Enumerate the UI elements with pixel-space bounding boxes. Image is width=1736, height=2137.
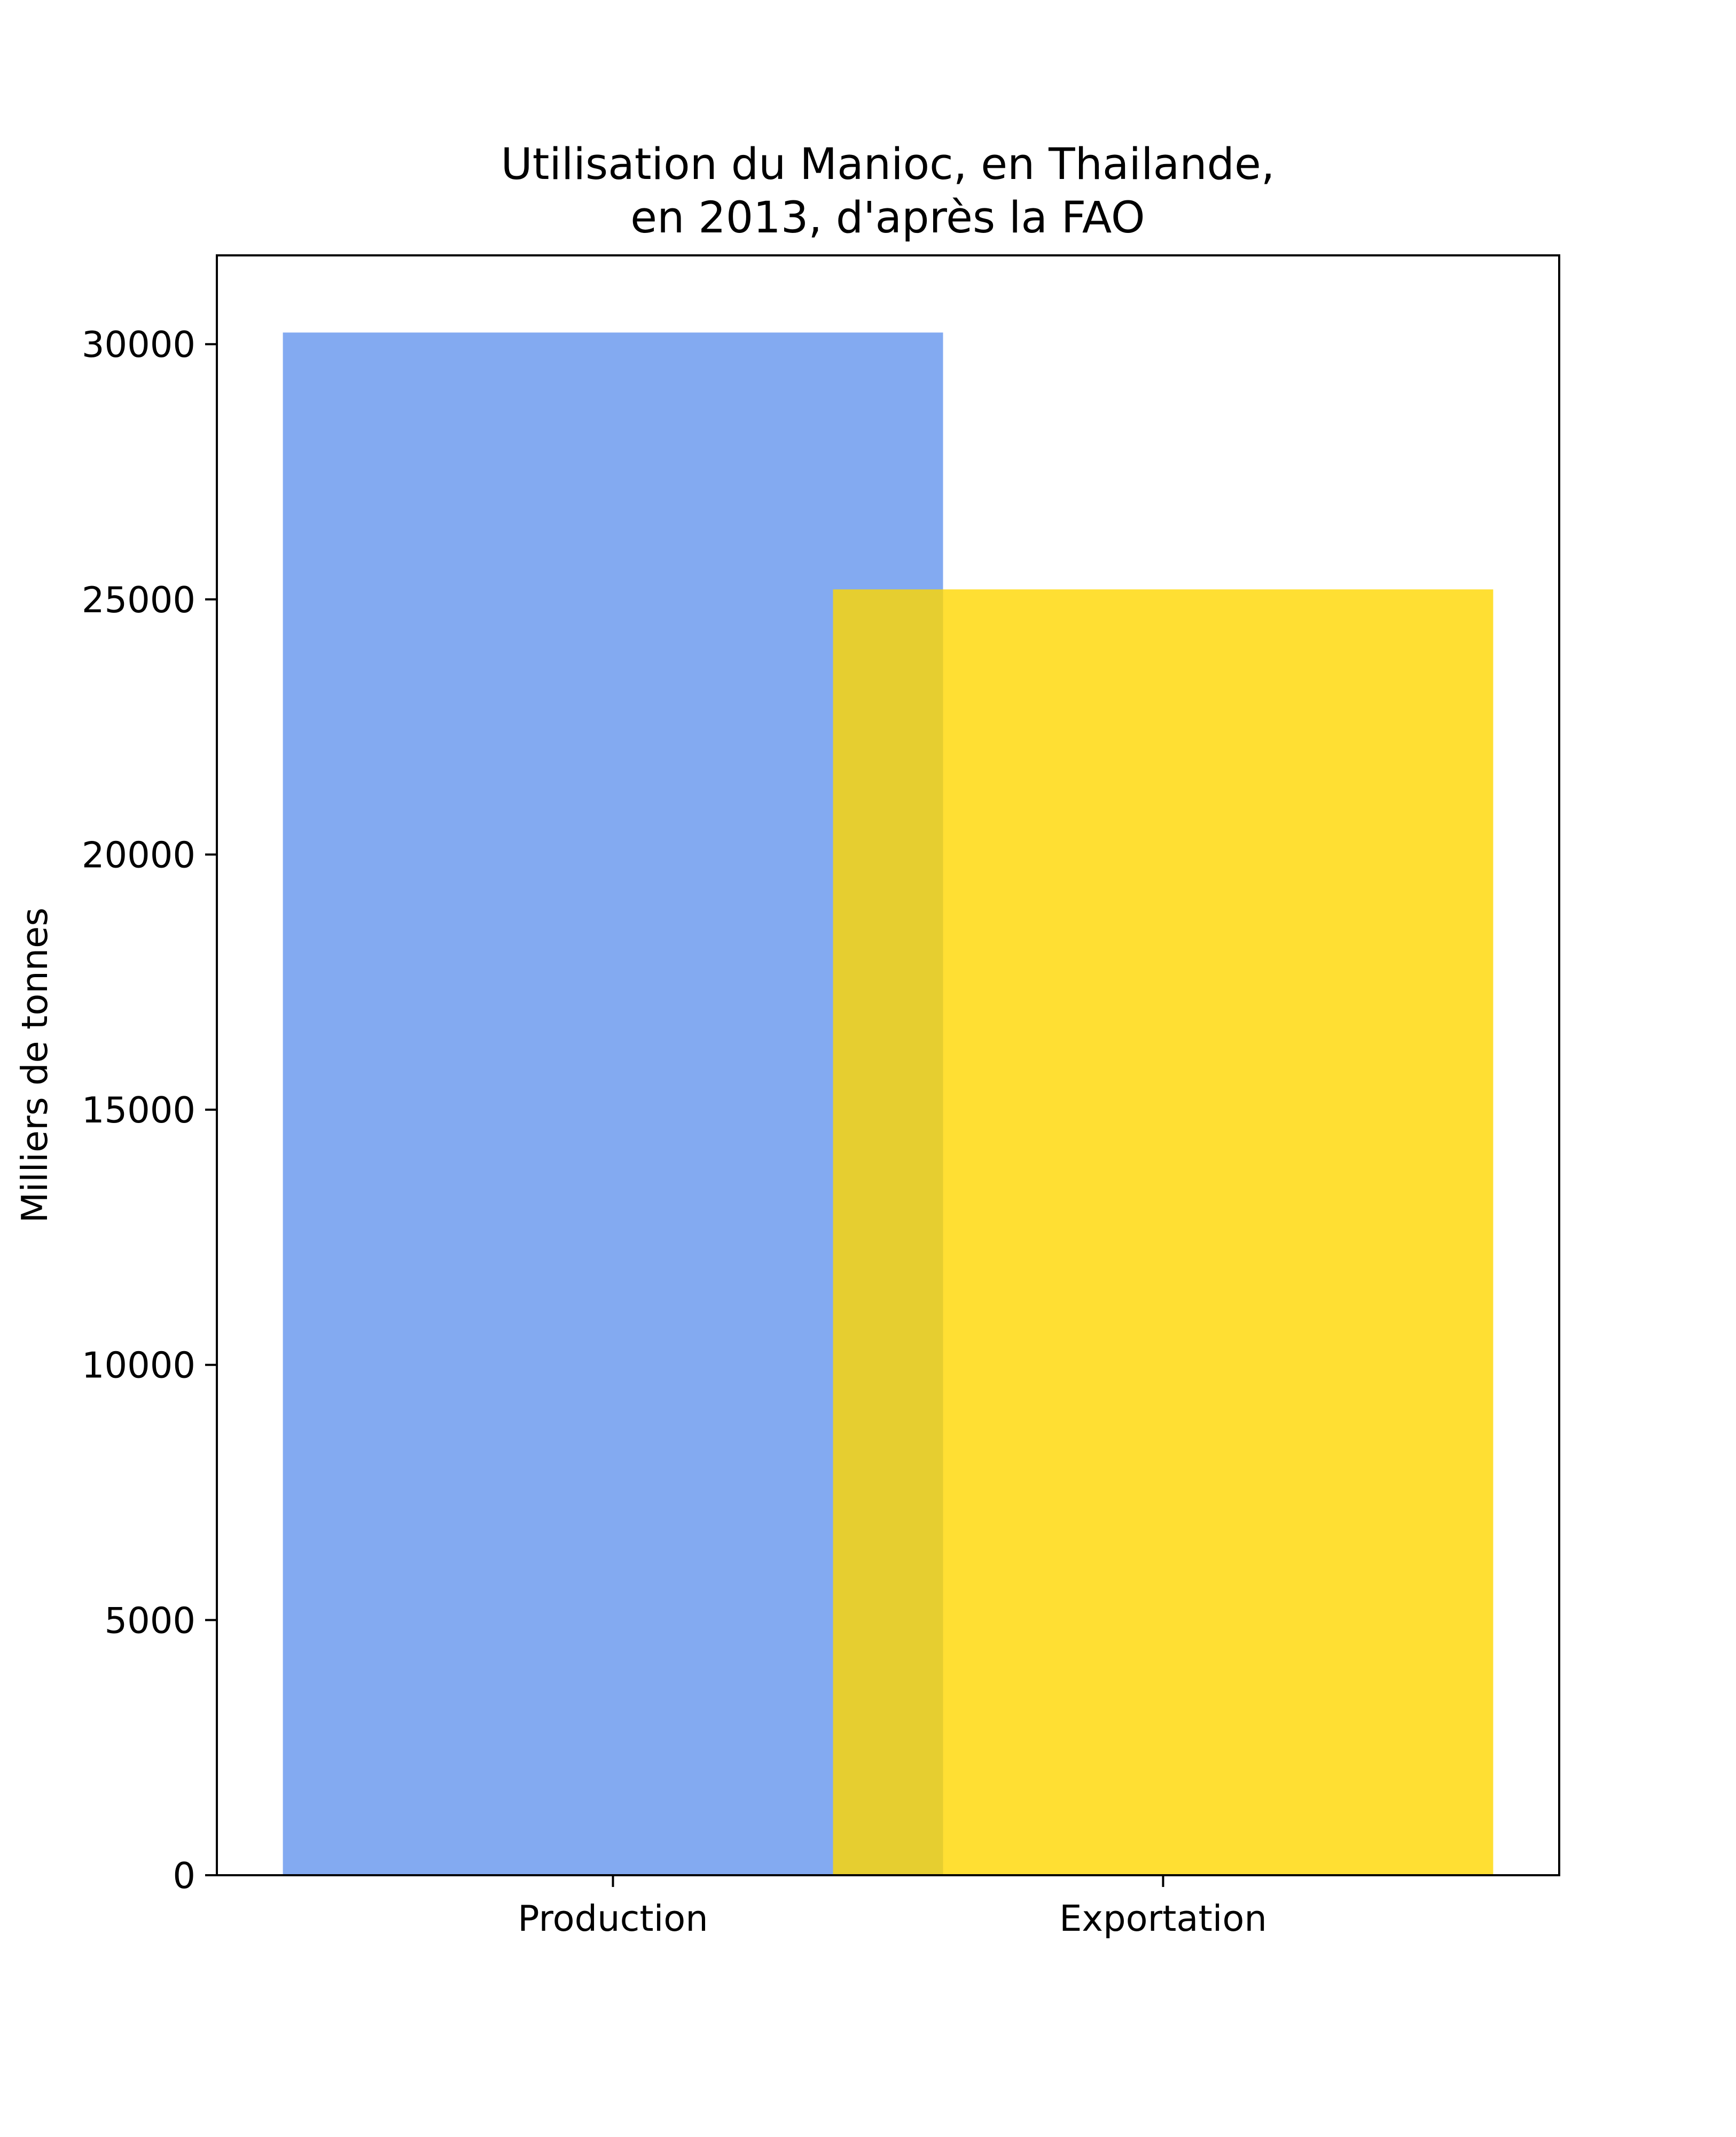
x-axis: Production Exportation [518,1875,1267,1939]
chart-title-line-1: Utilisation du Manioc, en Thailande, [501,139,1274,190]
y-axis: 0 5000 10000 15000 20000 25000 30000 [82,324,217,1897]
bars-group [283,332,1493,1875]
x-tick-label: Production [518,1898,708,1939]
bar-exportation [833,589,1493,1875]
y-tick-label: 15000 [82,1089,196,1131]
plot-frame [216,254,1560,1876]
chart-title-line-2: en 2013, d'après la FAO [630,193,1145,243]
y-tick-label: 10000 [82,1345,196,1386]
y-tick-label: 20000 [82,834,196,876]
y-axis-label: Milliers de tonnes [14,908,56,1223]
y-tick-label: 5000 [104,1600,196,1641]
y-tick-label: 30000 [82,324,196,365]
y-tick-label: 25000 [82,579,196,621]
x-tick-label: Exportation [1059,1898,1267,1939]
y-tick-label: 0 [173,1855,196,1897]
